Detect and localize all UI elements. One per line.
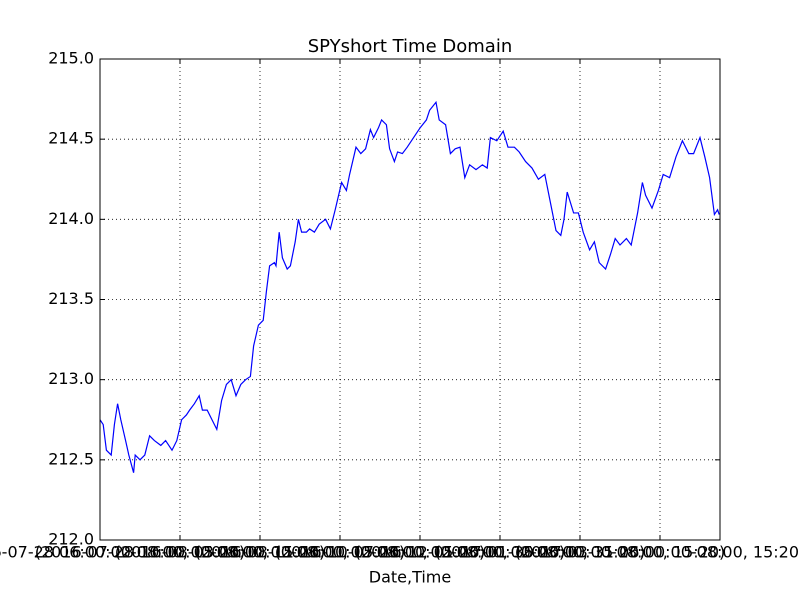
y-tick-label: 215.0 [48, 49, 94, 68]
x-axis-label: Date,Time [369, 568, 451, 587]
data-line [99, 100, 720, 473]
plot-frame [99, 58, 721, 541]
x-tick-label: (2016-07-28 06:00:00-08:00, 15:20) [0, 543, 245, 562]
y-tick-label: 212.0 [48, 530, 94, 549]
x-tick-label: (2017-03-31 06:00:00-08:00, 15:20) [515, 543, 800, 562]
y-tick-label: 214.5 [48, 129, 94, 148]
y-tick-label: 213.0 [48, 369, 94, 388]
x-tick-label: (2016-08-11 06:00:00-08:00, 15:20) [195, 543, 486, 562]
y-tick-label: 212.5 [48, 449, 94, 468]
x-tick-label: (2016-08-03 06:00:00-08:00, 15:20) [115, 543, 406, 562]
x-tick-label: (2016-12-01 06:00:00-08:00, 15:20) [355, 543, 646, 562]
x-tick-label: (2016-07-28 10:00:00-08:00, 15:20) [35, 543, 326, 562]
x-tick-label: (2016-10-07 06:00:00-08:00, 15:20) [275, 543, 566, 562]
y-tick-label: 214.0 [48, 209, 94, 228]
x-tick-label: (2017-01-30 06:00:00-08:00, 15:20) [435, 543, 726, 562]
y-tick-label: 213.5 [48, 289, 94, 308]
chart-title: SPYshort Time Domain [308, 36, 512, 57]
